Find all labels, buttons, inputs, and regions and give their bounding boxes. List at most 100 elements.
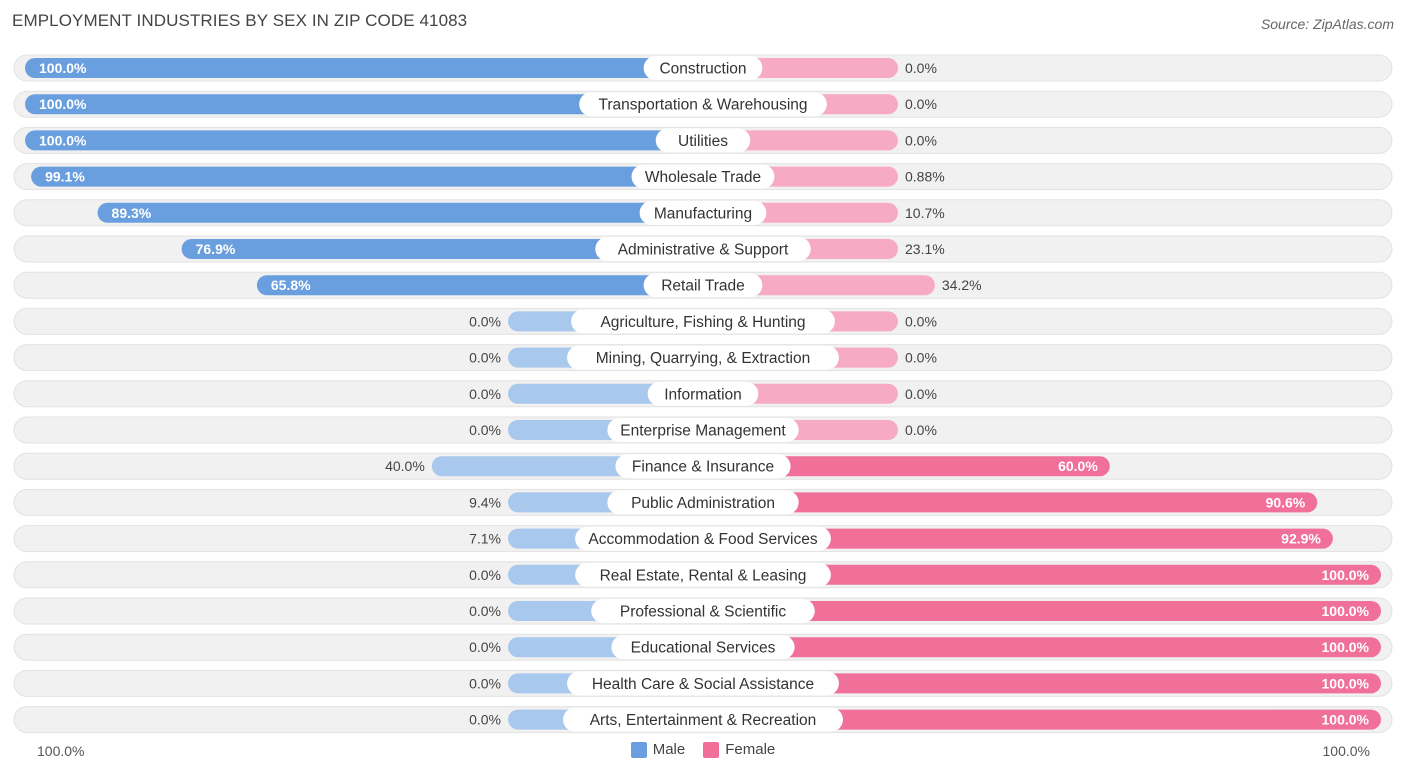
female-value-label: 0.0% bbox=[905, 350, 937, 366]
male-value-label: 0.0% bbox=[469, 313, 501, 329]
category-pill bbox=[615, 454, 791, 479]
male-bar bbox=[181, 239, 704, 259]
male-value-label: 76.9% bbox=[196, 241, 236, 257]
category-pill bbox=[563, 707, 843, 732]
male-value-label: 89.3% bbox=[112, 205, 152, 221]
category-pill bbox=[579, 92, 827, 117]
female-value-label: 100.0% bbox=[1322, 603, 1370, 619]
category-label: Manufacturing bbox=[654, 205, 752, 222]
male-value-label: 0.0% bbox=[469, 675, 501, 691]
category-label: Transportation & Warehousing bbox=[598, 97, 807, 114]
female-value-label: 0.0% bbox=[905, 313, 937, 329]
category-pill bbox=[639, 200, 767, 225]
category-label: Health Care & Social Assistance bbox=[592, 676, 814, 693]
female-value-label: 0.88% bbox=[905, 169, 945, 185]
category-label: Accommodation & Food Services bbox=[588, 531, 817, 548]
female-bar bbox=[703, 673, 1381, 694]
category-pill bbox=[643, 273, 763, 298]
category-pill bbox=[567, 345, 839, 370]
category-pill bbox=[647, 381, 759, 406]
category-label: Utilities bbox=[678, 133, 728, 150]
female-value-label: 0.0% bbox=[905, 422, 937, 438]
category-pill bbox=[567, 671, 839, 696]
category-pill bbox=[611, 635, 795, 660]
male-bar bbox=[25, 130, 703, 151]
female-value-label: 90.6% bbox=[1266, 494, 1306, 510]
category-label: Professional & Scientific bbox=[620, 604, 787, 621]
male-swatch bbox=[630, 741, 647, 758]
category-pill bbox=[575, 526, 831, 551]
legend-male: Male bbox=[630, 741, 686, 758]
legend-male-label: Male bbox=[652, 741, 686, 758]
category-pill bbox=[655, 128, 751, 153]
axis-left-label: 100.0% bbox=[37, 743, 85, 759]
category-label: Arts, Entertainment & Recreation bbox=[590, 712, 817, 729]
female-value-label: 100.0% bbox=[1322, 712, 1370, 728]
category-label: Administrative & Support bbox=[618, 242, 789, 259]
category-pill bbox=[575, 562, 831, 587]
female-bar bbox=[703, 709, 1381, 730]
category-label: Public Administration bbox=[631, 495, 775, 512]
female-bar bbox=[703, 130, 898, 151]
male-bar bbox=[97, 202, 703, 223]
female-value-label: 10.7% bbox=[905, 205, 945, 221]
category-label: Agriculture, Fishing & Hunting bbox=[600, 314, 805, 331]
axis-right-label: 100.0% bbox=[1322, 743, 1370, 759]
female-value-label: 0.0% bbox=[905, 60, 937, 76]
category-pill bbox=[595, 237, 811, 261]
category-label: Enterprise Management bbox=[620, 423, 786, 440]
category-pill bbox=[591, 599, 815, 623]
category-label: Wholesale Trade bbox=[645, 169, 761, 186]
female-value-label: 100.0% bbox=[1322, 567, 1370, 583]
category-label: Real Estate, Rental & Leasing bbox=[600, 567, 807, 584]
source-note: Source: ZipAtlas.com bbox=[1260, 16, 1394, 32]
female-value-label: 92.9% bbox=[1281, 531, 1321, 547]
category-label: Educational Services bbox=[631, 640, 776, 657]
chart-canvas: Construction 100.0% 0.0% Transportation & W… bbox=[13, 54, 1393, 734]
female-value-label: 23.1% bbox=[905, 241, 945, 257]
male-value-label: 65.8% bbox=[271, 277, 311, 293]
female-bar bbox=[703, 564, 1381, 585]
female-value-label: 60.0% bbox=[1058, 458, 1098, 474]
male-value-label: 0.0% bbox=[469, 350, 501, 366]
legend: Male Female bbox=[0, 741, 1406, 758]
male-value-label: 7.1% bbox=[469, 531, 501, 547]
legend-female: Female bbox=[703, 741, 775, 758]
female-bar bbox=[703, 528, 1333, 549]
male-bar bbox=[25, 94, 703, 115]
female-value-label: 0.0% bbox=[905, 132, 937, 148]
female-value-label: 0.0% bbox=[905, 96, 937, 112]
male-value-label: 100.0% bbox=[39, 60, 87, 76]
female-bar bbox=[703, 637, 1381, 658]
category-label: Construction bbox=[659, 61, 746, 78]
female-value-label: 0.0% bbox=[905, 386, 937, 402]
male-value-label: 99.1% bbox=[45, 169, 85, 185]
male-value-label: 0.0% bbox=[469, 386, 501, 402]
category-pill bbox=[607, 418, 799, 442]
female-bar bbox=[703, 456, 1110, 477]
category-pill bbox=[631, 164, 775, 189]
male-value-label: 0.0% bbox=[469, 422, 501, 438]
male-bar bbox=[25, 58, 703, 78]
female-value-label: 100.0% bbox=[1322, 639, 1370, 655]
category-label: Mining, Quarrying, & Extraction bbox=[596, 350, 811, 367]
legend-female-label: Female bbox=[725, 741, 776, 758]
female-bar bbox=[703, 601, 1381, 621]
male-value-label: 100.0% bbox=[39, 132, 87, 148]
male-value-label: 0.0% bbox=[469, 712, 501, 728]
female-value-label: 34.2% bbox=[942, 277, 982, 293]
male-value-label: 40.0% bbox=[385, 458, 425, 474]
category-pill bbox=[607, 490, 799, 515]
male-value-label: 0.0% bbox=[469, 603, 501, 619]
male-value-label: 0.0% bbox=[469, 639, 501, 655]
chart-title: EMPLOYMENT INDUSTRIES BY SEX IN ZIP CODE… bbox=[12, 11, 468, 30]
male-value-label: 0.0% bbox=[469, 567, 501, 583]
category-pill bbox=[643, 56, 763, 80]
male-value-label: 100.0% bbox=[39, 96, 87, 112]
category-label: Finance & Insurance bbox=[632, 459, 774, 476]
male-bar bbox=[256, 275, 703, 296]
category-pill bbox=[571, 309, 835, 334]
male-bar bbox=[31, 166, 704, 187]
category-label: Information bbox=[664, 386, 742, 403]
female-value-label: 100.0% bbox=[1322, 675, 1370, 691]
